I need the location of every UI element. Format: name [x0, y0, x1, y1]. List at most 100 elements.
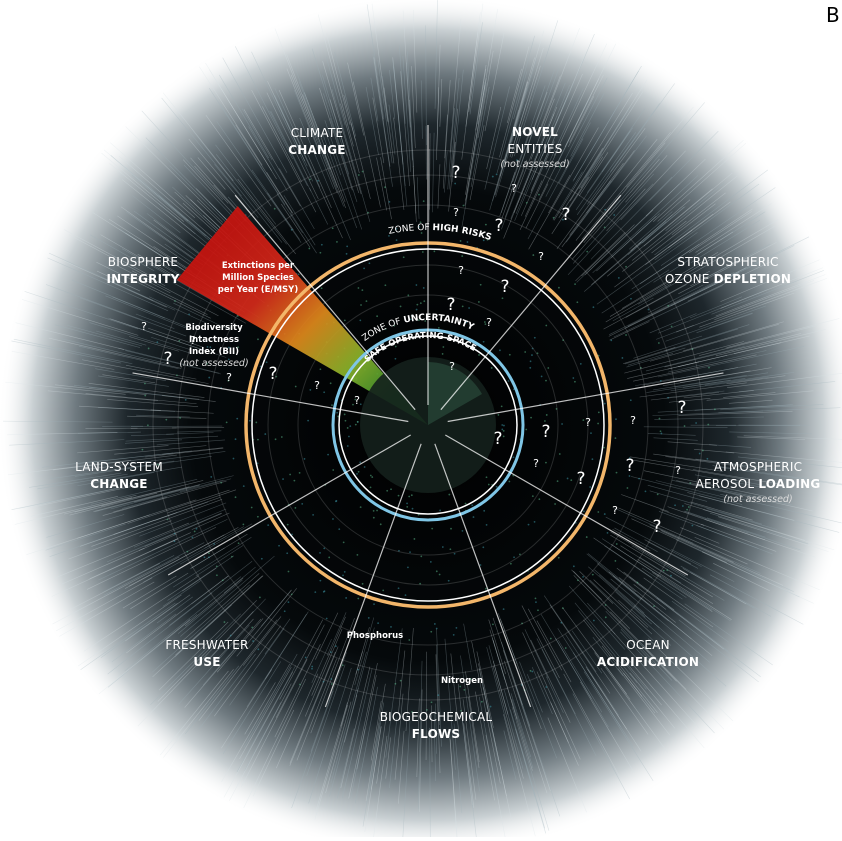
speck: [480, 564, 482, 566]
speck: [373, 603, 375, 605]
question-mark: ?: [446, 295, 455, 315]
speck: [355, 424, 357, 426]
boundary-label: CLIMATE: [291, 126, 344, 140]
speck: [357, 421, 359, 423]
question-mark: ?: [494, 216, 503, 236]
speck: [670, 575, 672, 577]
speck: [261, 558, 263, 560]
speck: [287, 524, 289, 526]
speck: [346, 245, 348, 247]
label-segment: BIOGEOCHEMICAL: [380, 710, 493, 724]
speck: [257, 516, 259, 518]
speck: [613, 214, 615, 216]
label-segment: CLIMATE: [291, 126, 344, 140]
boundary-label: FLOWS: [412, 727, 461, 741]
speck: [174, 300, 176, 302]
speck: [299, 684, 301, 686]
boundary-label: ENTITIES: [507, 142, 562, 156]
speck: [558, 557, 560, 559]
speck: [326, 618, 328, 620]
speck: [376, 315, 378, 317]
speck: [288, 601, 290, 603]
speck: [431, 528, 433, 530]
speck: [174, 540, 176, 542]
speck: [330, 678, 332, 680]
speck: [498, 414, 500, 416]
speck: [321, 287, 323, 289]
label-segment: LOADING: [758, 477, 820, 491]
speck: [360, 403, 362, 405]
speck: [513, 456, 515, 458]
speck: [403, 256, 405, 258]
question-mark: ?: [675, 464, 681, 477]
speck: [525, 429, 527, 431]
speck: [335, 645, 337, 647]
speck: [630, 399, 632, 401]
speck: [524, 351, 526, 353]
speck: [259, 597, 261, 599]
speck: [331, 404, 333, 406]
speck: [430, 561, 432, 563]
speck: [699, 453, 701, 455]
speck: [390, 626, 392, 628]
speck: [377, 622, 379, 624]
boundary-label: CHANGE: [288, 143, 345, 157]
speck: [208, 377, 210, 379]
speck: [226, 421, 228, 423]
question-mark: ?: [538, 250, 544, 263]
speck: [598, 411, 600, 413]
speck: [323, 391, 325, 393]
speck: [307, 420, 309, 422]
speck: [235, 496, 237, 498]
speck: [220, 482, 222, 484]
speck: [213, 543, 215, 545]
speck: [653, 605, 655, 607]
speck: [345, 420, 347, 422]
question-mark: ?: [458, 264, 464, 277]
speck: [534, 521, 536, 523]
label-segment: OZONE: [665, 272, 714, 286]
speck: [357, 669, 359, 671]
speck: [330, 382, 332, 384]
speck: [502, 297, 504, 299]
speck: [144, 383, 146, 385]
speck: [467, 241, 469, 243]
speck: [614, 560, 616, 562]
boundary-note: (not assessed): [723, 494, 792, 505]
speck: [597, 511, 599, 513]
speck: [535, 598, 537, 600]
speck: [616, 472, 618, 474]
speck: [667, 305, 669, 307]
question-mark: ?: [561, 205, 570, 225]
question-mark: ?: [576, 469, 585, 489]
boundary-label: USE: [193, 655, 220, 669]
speck: [360, 304, 362, 306]
speck: [574, 381, 576, 383]
speck: [363, 267, 365, 269]
speck: [416, 309, 418, 311]
speck: [235, 438, 237, 440]
speck: [667, 397, 669, 399]
speck: [546, 414, 548, 416]
speck: [423, 287, 425, 289]
speck: [194, 531, 196, 533]
boundary-label: STRATOSPHERIC: [677, 255, 778, 269]
speck: [538, 194, 540, 196]
speck: [288, 571, 290, 573]
speck: [666, 569, 668, 571]
speck: [607, 532, 609, 534]
speck: [438, 327, 440, 329]
speck: [449, 548, 451, 550]
speck: [573, 565, 575, 567]
speck: [481, 701, 483, 703]
speck: [311, 668, 313, 670]
speck: [526, 202, 528, 204]
speck: [267, 524, 269, 526]
speck: [589, 486, 591, 488]
speck: [531, 354, 533, 356]
speck: [714, 408, 716, 410]
speck: [570, 479, 572, 481]
speck: [312, 514, 314, 516]
question-mark: ?: [314, 379, 320, 392]
speck: [266, 361, 268, 363]
